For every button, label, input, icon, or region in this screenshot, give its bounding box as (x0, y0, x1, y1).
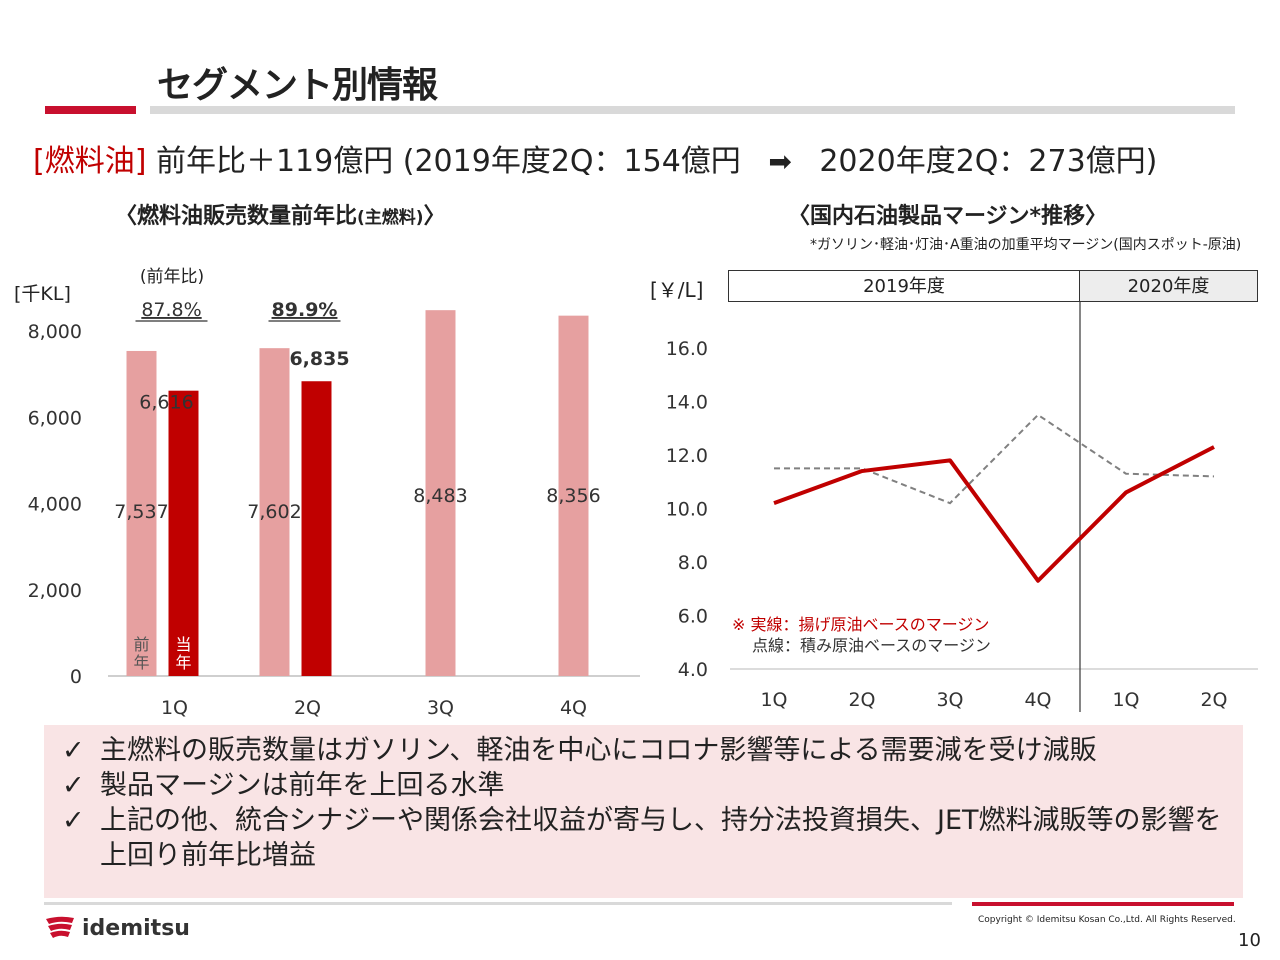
bar-curr-year (301, 381, 332, 676)
x-tick-label: 1Q (161, 697, 188, 719)
line-chart: 4.0 6.0 8.0 10.0 12.0 14.0 16.0 1Q 2Q 3Q 4Q 1Q 2Q ※ 実… (666, 302, 1258, 712)
y-tick-label: 8,000 (28, 321, 82, 343)
headline: [燃料油] 前年比＋119億円 (2019年度2Q：154億円 ➡ 2020年度… (33, 136, 1157, 180)
x-tick-label: 3Q (427, 697, 454, 719)
legend-curr-year-char: 年 (175, 653, 191, 672)
bar-chart: [千KL] 0 2,000 4,000 6,000 8,000 (前年比) 7,537 6,61… (14, 267, 640, 719)
right-chart-title: 〈国内石油製品マージン*推移〉 (788, 204, 1108, 229)
x-tick-label: 2Q (294, 697, 321, 719)
right-chart-note: *ガソリン･軽油･灯油･A重油の加重平均マージン(国内スポット-原油) (810, 237, 1242, 253)
footer-divider (44, 902, 952, 905)
period-2019-header: 2019年度 (728, 270, 1079, 302)
x-tick-label: 1Q (1112, 689, 1139, 711)
y-tick-label: 0 (70, 666, 82, 688)
y-tick-label: 12.0 (666, 445, 708, 467)
page-number: 10 (1238, 930, 1261, 951)
bar-chart-unit: [千KL] (14, 283, 71, 305)
y-tick-label: 14.0 (666, 392, 708, 414)
segment-label: [燃料油] (33, 144, 147, 179)
bar-prev-year (425, 310, 456, 676)
bar-prev-value-label: 8,356 (546, 485, 600, 507)
copyright: Copyright © Idemitsu Kosan Co.,Ltd. All … (978, 915, 1236, 925)
dashed-series-line (774, 413, 1215, 505)
check-item-text: 製品マージンは前年を上回る水準 (100, 770, 505, 801)
headline-text-before: 前年比＋119億円 (2019年度2Q：154億円 (155, 144, 741, 179)
check-item: ✓ 主燃料の販売数量はガソリン、軽油を中心にコロナ影響等による需要減を受け減販 (62, 733, 1225, 768)
line-chart-unit: [￥/L] (650, 278, 704, 302)
bar-prev-value-label: 7,537 (114, 501, 168, 523)
y-tick-label: 6,000 (28, 407, 82, 429)
left-chart-title-small: (主燃料) (357, 208, 424, 228)
legend-dashed: 点線：積み原油ベースのマージン (752, 636, 991, 655)
check-item-text: 上記の他、統合シナジーや関係会社収益が寄与し、持分法投資損失、JET燃料減販等の… (100, 805, 1222, 871)
x-tick-label: 4Q (560, 697, 587, 719)
legend-prev-year-char: 前 (133, 635, 149, 654)
check-item: ✓ 製品マージンは前年を上回る水準 (62, 768, 1225, 803)
x-tick-label: 2Q (1200, 689, 1227, 711)
title-accent-bar (45, 106, 136, 114)
bar-curr-year (168, 390, 199, 676)
y-tick-label: 16.0 (666, 338, 708, 360)
check-icon: ✓ (62, 735, 85, 766)
legend-prev-year-char: 年 (133, 653, 149, 672)
check-icon: ✓ (62, 770, 85, 801)
x-tick-label: 3Q (936, 689, 963, 711)
y-tick-label: 10.0 (666, 499, 708, 521)
y-tick-label: 4.0 (678, 659, 708, 681)
title-divider (150, 106, 1235, 114)
x-tick-label: 2Q (848, 689, 875, 711)
page-title: セグメント別情報 (157, 65, 438, 106)
y-tick-label: 2,000 (28, 580, 82, 602)
solid-series-line (773, 445, 1215, 583)
y-tick-label: 4,000 (28, 494, 82, 516)
bar-prev-year (558, 315, 589, 676)
bar-curr-value-label: 6,835 (289, 348, 349, 370)
company-logo: idemitsu (44, 915, 190, 941)
logo-mark-icon (46, 916, 74, 938)
y-tick-label: 6.0 (678, 606, 708, 628)
bar-prev-year (126, 350, 157, 676)
x-tick-label: 1Q (760, 689, 787, 711)
bar-curr-value-label: 6,616 (139, 392, 193, 414)
bar-prev-value-label: 7,602 (247, 501, 301, 523)
bar-prev-value-label: 8,483 (413, 485, 467, 507)
check-item: ✓ 上記の他、統合シナジーや関係会社収益が寄与し、持分法投資損失、JET燃料減販… (62, 803, 1225, 873)
period-2020-header: 2020年度 (1079, 270, 1258, 302)
yoy-value: 89.9% (272, 299, 338, 321)
left-chart-title-main: 〈燃料油販売数量前年比 (115, 204, 358, 229)
left-chart-title-end: 〉 (423, 204, 446, 229)
y-tick-label: 8.0 (678, 552, 708, 574)
headline-text-after: 2020年度2Q：273億円) (819, 144, 1158, 179)
check-icon: ✓ (62, 805, 85, 836)
legend-solid: ※ 実線：揚げ原油ベースのマージン (732, 615, 989, 634)
footer-accent-bar (972, 902, 1234, 906)
legend-curr-year-char: 当 (175, 635, 191, 654)
summary-box: ✓ 主燃料の販売数量はガソリン、軽油を中心にコロナ影響等による需要減を受け減販 … (44, 725, 1243, 898)
right-arrow-icon: ➡ (768, 145, 792, 178)
bar-prev-year (259, 348, 290, 676)
logo-text: idemitsu (82, 915, 190, 941)
x-tick-label: 4Q (1024, 689, 1051, 711)
yoy-label: (前年比) (140, 267, 204, 287)
left-chart-title: 〈燃料油販売数量前年比(主燃料)〉 (115, 198, 446, 230)
yoy-value: 87.8% (141, 299, 201, 321)
check-item-text: 主燃料の販売数量はガソリン、軽油を中心にコロナ影響等による需要減を受け減販 (100, 735, 1097, 766)
